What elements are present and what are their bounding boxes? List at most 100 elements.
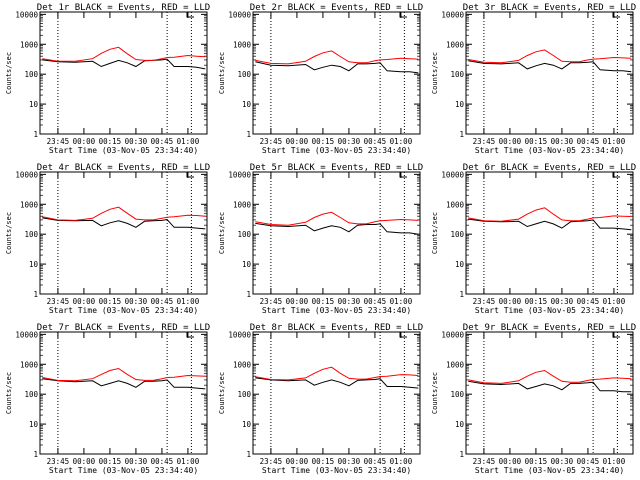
x-tick-label: 00:00 — [499, 297, 522, 306]
x-tick-label: 00:30 — [338, 297, 361, 306]
plot-frame — [252, 171, 421, 295]
x-tick-label: 00:00 — [499, 457, 522, 466]
corner-marker — [399, 172, 407, 178]
y-tick-label: 10000 — [15, 10, 38, 19]
x-tick-label: 00:15 — [525, 137, 548, 146]
y-tick-label: 10 — [455, 420, 465, 429]
y-tick-label: 1 — [33, 450, 38, 459]
x-tick-label: 00:45 — [151, 137, 174, 146]
plot-panel-7: Det 7r BLACK = Events, RED = LLD 1 10 100 10… — [5, 323, 210, 475]
y-tick-label: 100 — [237, 230, 251, 239]
x-axis-label: Start Time (03-Nov-05 23:34:40) — [262, 146, 411, 155]
x-tick-label: 23:45 — [473, 137, 496, 146]
plot-title: Det 1r BLACK = Events, RED = LLD — [37, 3, 210, 13]
y-tick-label: 1000 — [446, 200, 465, 209]
y-tick-label: 10 — [29, 100, 39, 109]
y-tick-label: 10 — [29, 260, 39, 269]
plot-title: Det 8r BLACK = Events, RED = LLD — [250, 323, 423, 333]
y-tick-label: 1000 — [446, 360, 465, 369]
x-axis-label: Start Time (03-Nov-05 23:34:40) — [262, 306, 411, 315]
x-tick-label: 01:00 — [603, 297, 626, 306]
plot-title: Det 6r BLACK = Events, RED = LLD — [463, 163, 636, 173]
y-axis-label: Counts/sec — [218, 212, 226, 254]
x-tick-label: 00:15 — [99, 297, 122, 306]
events-series-line — [468, 218, 632, 231]
y-axis-label: Counts/sec — [218, 52, 226, 94]
y-axis-label: Counts/sec — [5, 372, 13, 414]
x-tick-label: 00:30 — [338, 457, 361, 466]
lld-series-line — [42, 367, 206, 382]
plot-panel-1: Det 1r BLACK = Events, RED = LLD 1 10 100 10… — [5, 3, 210, 155]
plot-panel-9: Det 9r BLACK = Events, RED = LLD 1 10 100 10… — [431, 323, 636, 475]
x-tick-label: 00:45 — [151, 457, 174, 466]
x-tick-label: 00:45 — [151, 297, 174, 306]
y-tick-label: 10000 — [441, 10, 464, 19]
x-tick-label: 00:15 — [312, 137, 335, 146]
x-tick-label: 00:30 — [125, 457, 148, 466]
y-tick-label: 100 — [24, 390, 38, 399]
y-tick-label: 1 — [459, 130, 464, 139]
x-tick-label: 00:00 — [286, 297, 309, 306]
x-tick-label: 23:45 — [260, 137, 283, 146]
corner-marker — [612, 172, 620, 178]
y-tick-label: 10000 — [15, 170, 38, 179]
x-axis-label: Start Time (03-Nov-05 23:34:40) — [475, 146, 624, 155]
plot-frame — [252, 11, 421, 135]
x-tick-label: 00:00 — [73, 297, 96, 306]
plot-panel-8: Det 8r BLACK = Events, RED = LLD 1 10 100 10… — [218, 323, 423, 475]
x-tick-label: 23:45 — [473, 457, 496, 466]
plot-panel-6: Det 6r BLACK = Events, RED = LLD 1 10 100 10… — [431, 163, 636, 315]
plot-panel-2: Det 2r BLACK = Events, RED = LLD 1 10 100 10… — [218, 3, 423, 155]
y-axis-label: Counts/sec — [5, 52, 13, 94]
y-axis-label: Counts/sec — [431, 212, 439, 254]
y-tick-label: 10 — [29, 420, 39, 429]
plot-panel-3: Det 3r BLACK = Events, RED = LLD 1 10 100 10… — [431, 3, 636, 155]
x-tick-label: 00:45 — [364, 297, 387, 306]
x-tick-label: 00:30 — [551, 457, 574, 466]
y-tick-label: 1000 — [446, 40, 465, 49]
x-tick-label: 01:00 — [390, 457, 413, 466]
x-axis-label: Start Time (03-Nov-05 23:34:40) — [475, 306, 624, 315]
x-axis-label: Start Time (03-Nov-05 23:34:40) — [49, 466, 198, 475]
y-tick-label: 1000 — [233, 360, 252, 369]
events-series-line — [42, 378, 206, 390]
y-tick-label: 100 — [24, 70, 38, 79]
y-tick-label: 1 — [33, 290, 38, 299]
lld-series-line — [255, 211, 419, 226]
x-tick-label: 00:45 — [577, 137, 600, 146]
y-axis-label: Counts/sec — [431, 372, 439, 414]
x-tick-label: 01:00 — [177, 137, 200, 146]
plot-frame — [39, 11, 208, 135]
events-series-line — [255, 222, 419, 235]
x-tick-label: 00:30 — [125, 297, 148, 306]
x-tick-label: 00:15 — [312, 297, 335, 306]
y-tick-label: 10000 — [15, 330, 38, 339]
x-tick-label: 00:15 — [525, 457, 548, 466]
x-tick-label: 00:15 — [525, 297, 548, 306]
x-tick-label: 00:30 — [338, 137, 361, 146]
y-tick-label: 100 — [450, 70, 464, 79]
y-tick-label: 10 — [242, 100, 252, 109]
corner-marker — [186, 12, 194, 18]
y-tick-label: 1 — [33, 130, 38, 139]
y-tick-label: 1000 — [20, 40, 39, 49]
events-series-line — [255, 61, 419, 74]
x-tick-label: 00:00 — [73, 457, 96, 466]
y-tick-label: 1 — [459, 290, 464, 299]
x-tick-label: 00:15 — [312, 457, 335, 466]
plot-title: Det 7r BLACK = Events, RED = LLD — [37, 323, 210, 333]
y-axis-label: Counts/sec — [218, 372, 226, 414]
plot-title: Det 3r BLACK = Events, RED = LLD — [463, 3, 636, 13]
x-tick-label: 23:45 — [260, 457, 283, 466]
y-tick-label: 1 — [246, 450, 251, 459]
x-tick-label: 01:00 — [603, 457, 626, 466]
x-axis-label: Start Time (03-Nov-05 23:34:40) — [49, 146, 198, 155]
y-tick-label: 100 — [450, 390, 464, 399]
y-tick-label: 10 — [242, 420, 252, 429]
lld-series-line — [255, 50, 419, 65]
plot-frame — [465, 171, 634, 295]
x-tick-label: 23:45 — [47, 297, 70, 306]
x-tick-label: 00:30 — [551, 297, 574, 306]
y-tick-label: 100 — [450, 230, 464, 239]
